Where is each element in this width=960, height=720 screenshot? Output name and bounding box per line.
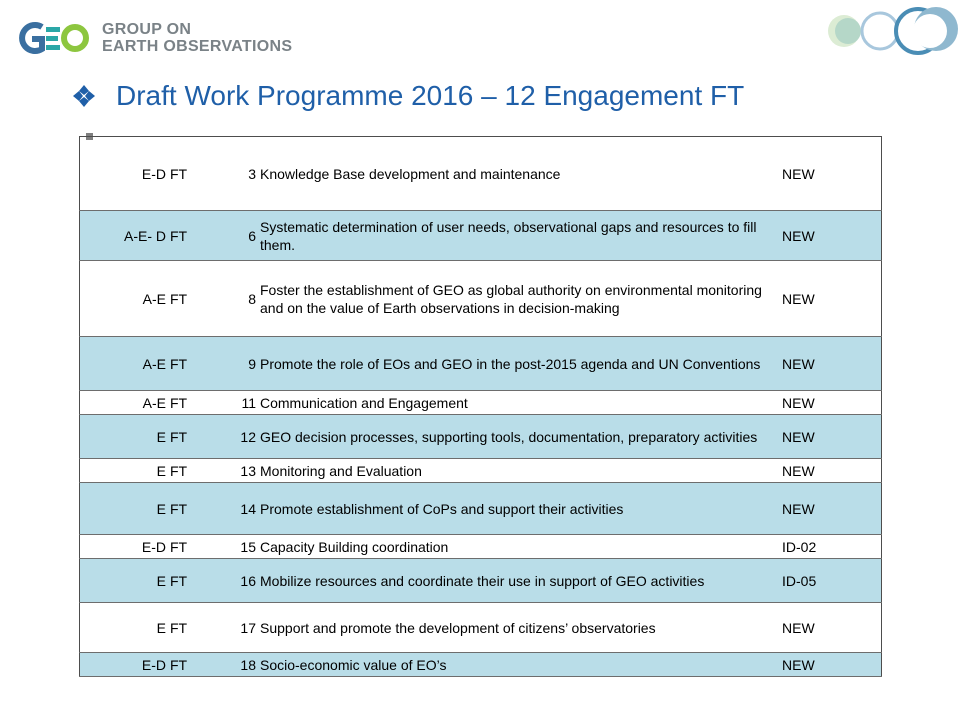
area-cell: E — [79, 458, 168, 483]
table-row: E FT 17 Support and promote the development… — [79, 602, 882, 653]
number-cell: 18 — [226, 652, 258, 677]
reference-cell: ID-05 — [780, 558, 882, 603]
type-cell: FT — [168, 414, 226, 459]
task-cell: GEO decision processes, supporting tools… — [258, 414, 780, 459]
logo-text: GROUP ON EARTH OBSERVATIONS — [102, 21, 292, 55]
reference-cell: NEW — [780, 390, 882, 415]
task-cell: Monitoring and Evaluation — [258, 458, 780, 483]
number-cell: 17 — [226, 602, 258, 653]
type-cell: FT — [168, 136, 226, 211]
area-cell: E — [79, 558, 168, 603]
task-cell: Communication and Engagement — [258, 390, 780, 415]
area-cell: E-D — [79, 652, 168, 677]
task-cell: Systematic determination of user needs, … — [258, 210, 780, 261]
area-cell: E-D — [79, 534, 168, 559]
reference-cell: NEW — [780, 652, 882, 677]
type-cell: FT — [168, 652, 226, 677]
reference-cell: NEW — [780, 210, 882, 261]
task-cell: Socio-economic value of EO’s — [258, 652, 780, 677]
area-cell: A-E — [79, 390, 168, 415]
decorative-circles-icon — [828, 7, 958, 55]
reference-cell: NEW — [780, 482, 882, 535]
table-row: E FT 13 Monitoring and Evaluation NEW — [79, 458, 882, 483]
table-row: E FT 12 GEO decision processes, supporting … — [79, 414, 882, 459]
area-cell: E-D — [79, 136, 168, 211]
logo-line-2: EARTH OBSERVATIONS — [102, 38, 293, 55]
reference-cell: NEW — [780, 336, 882, 391]
table-row: A-E FT 11 Communication and Engagement NEW — [79, 390, 882, 415]
type-cell: FT — [168, 260, 226, 337]
table-row: E-D FT 15 Capacity Building coordination ID-… — [79, 534, 882, 559]
table-row: A-E FT 8 Foster the establishment of GEO as… — [79, 260, 882, 337]
geo-logo: GROUP ON EARTH OBSERVATIONS — [12, 18, 292, 58]
reference-cell: NEW — [780, 260, 882, 337]
area-cell: E — [79, 414, 168, 459]
task-cell: Foster the establishment of GEO as globa… — [258, 260, 780, 337]
number-cell: 9 — [226, 336, 258, 391]
table-row: E-D FT 3 Knowledge Base development and mai… — [79, 136, 882, 211]
type-cell: FT — [168, 602, 226, 653]
page-title: Draft Work Programme 2016 – 12 Engagemen… — [116, 80, 745, 111]
diamond-bullet-icon — [73, 85, 95, 107]
reference-cell: NEW — [780, 602, 882, 653]
title-row: Draft Work Programme 2016 – 12 Engagemen… — [72, 80, 744, 112]
geo-logo-icon — [19, 22, 89, 54]
area-cell: E — [79, 602, 168, 653]
reference-cell: NEW — [780, 414, 882, 459]
task-cell: Knowledge Base development and maintenan… — [258, 136, 780, 211]
number-cell: 14 — [226, 482, 258, 535]
task-cell: Mobilize resources and coordinate their … — [258, 558, 780, 603]
area-cell: A-E — [79, 260, 168, 337]
type-cell: FT — [168, 210, 226, 261]
number-cell: 12 — [226, 414, 258, 459]
type-cell: FT — [168, 390, 226, 415]
number-cell: 11 — [226, 390, 258, 415]
area-cell: E — [79, 482, 168, 535]
reference-cell: NEW — [780, 136, 882, 211]
area-cell: A-E — [79, 336, 168, 391]
table-row: A-E- D FT 6 Systematic determination of use… — [79, 210, 882, 261]
number-cell: 8 — [226, 260, 258, 337]
table-row: E FT 14 Promote establishment of CoPs and s… — [79, 482, 882, 535]
type-cell: FT — [168, 482, 226, 535]
table-row: E FT 16 Mobilize resources and coordinate t… — [79, 558, 882, 603]
task-cell: Support and promote the development of c… — [258, 602, 780, 653]
number-cell: 15 — [226, 534, 258, 559]
logo-line-1: GROUP ON — [102, 21, 192, 38]
number-cell: 6 — [226, 210, 258, 261]
table-row: A-E FT 9 Promote the role of EOs and GEO in… — [79, 336, 882, 391]
task-cell: Promote establishment of CoPs and suppor… — [258, 482, 780, 535]
table-row: E-D FT 18 Socio-economic value of EO’s NEW — [79, 652, 882, 677]
type-cell: FT — [168, 336, 226, 391]
type-cell: FT — [168, 534, 226, 559]
task-cell: Promote the role of EOs and GEO in the p… — [258, 336, 780, 391]
number-cell: 13 — [226, 458, 258, 483]
number-cell: 3 — [226, 136, 258, 211]
task-cell: Capacity Building coordination — [258, 534, 780, 559]
type-cell: FT — [168, 458, 226, 483]
type-cell: FT — [168, 558, 226, 603]
reference-cell: ID-02 — [780, 534, 882, 559]
number-cell: 16 — [226, 558, 258, 603]
area-cell: A-E- D — [79, 210, 168, 261]
work-programme-table: E-D FT 3 Knowledge Base development and mai… — [79, 136, 882, 677]
reference-cell: NEW — [780, 458, 882, 483]
